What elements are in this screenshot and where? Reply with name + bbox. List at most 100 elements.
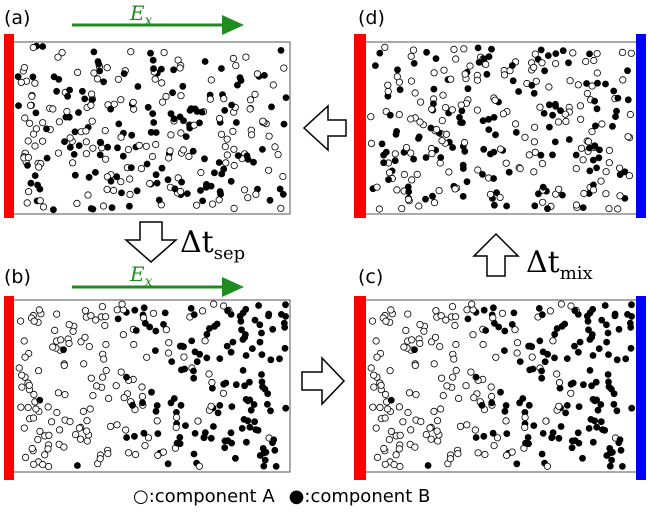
particle-component-a	[99, 202, 108, 210]
particle-component-b	[513, 460, 521, 468]
particle-component-a	[83, 427, 91, 435]
particle-component-b	[92, 168, 99, 176]
particle-component-a	[103, 64, 111, 72]
particle-component-a	[18, 383, 26, 391]
particle-component-a	[555, 378, 564, 387]
particle-component-a	[180, 353, 188, 361]
particle-component-a	[55, 426, 64, 434]
particle-component-a	[466, 62, 474, 70]
particle-component-a	[502, 451, 511, 459]
particle-component-a	[502, 159, 510, 167]
particle-component-a	[381, 460, 389, 468]
particle-component-a	[30, 390, 38, 399]
particle-component-b	[609, 122, 616, 130]
particle-component-a	[473, 76, 482, 84]
particle-component-b	[152, 171, 160, 179]
particle-component-b	[220, 380, 228, 388]
particle-component-a	[387, 306, 395, 314]
particle-component-a	[75, 424, 84, 432]
particle-component-b	[173, 439, 181, 447]
particle-component-a	[417, 417, 425, 426]
particle-component-a	[438, 137, 446, 145]
particle-component-a	[460, 45, 468, 53]
particle-component-b	[480, 145, 488, 153]
particle-component-a	[562, 117, 570, 126]
particle-component-b	[586, 336, 594, 343]
particle-component-a	[588, 82, 596, 90]
particle-component-b	[423, 48, 431, 56]
particle-component-a	[470, 394, 478, 402]
particle-component-a	[490, 441, 498, 450]
particle-component-b	[628, 404, 636, 412]
particle-component-b	[500, 347, 508, 355]
particle-component-a	[158, 79, 166, 87]
particle-component-a	[583, 89, 592, 98]
particle-component-a	[546, 307, 555, 315]
particle-component-b	[81, 95, 89, 103]
particle-component-a	[408, 336, 416, 344]
particle-component-a	[279, 172, 287, 181]
particle-component-a	[597, 177, 605, 185]
particle-component-b	[587, 415, 595, 423]
particle-component-a	[87, 374, 95, 382]
particle-component-a	[21, 453, 30, 461]
particle-component-a	[528, 353, 536, 361]
particle-component-a	[220, 95, 228, 103]
particle-component-b	[559, 191, 566, 199]
particle-component-a	[207, 402, 215, 410]
particle-component-b	[611, 310, 619, 318]
particle-component-a	[83, 437, 91, 445]
particle-component-a	[107, 422, 115, 430]
particle-component-b	[616, 436, 624, 444]
particle-component-b	[179, 82, 187, 90]
particle-component-b	[229, 338, 237, 346]
particle-component-a	[21, 353, 29, 361]
particle-component-a	[619, 76, 627, 84]
particle-component-b	[478, 401, 486, 409]
particle-component-b	[541, 358, 549, 366]
particle-component-b	[148, 388, 155, 396]
particle-component-b	[391, 157, 399, 165]
particle-component-b	[544, 350, 551, 358]
particle-component-b	[605, 351, 612, 359]
particle-component-a	[219, 389, 227, 397]
particle-component-a	[264, 166, 273, 174]
particle-component-b	[276, 355, 283, 363]
particle-component-b	[603, 321, 610, 329]
particle-component-b	[396, 86, 404, 94]
particle-component-a	[521, 133, 529, 141]
particle-component-a	[530, 138, 539, 146]
particle-component-b	[603, 452, 611, 459]
particle-component-a	[391, 150, 399, 158]
particle-component-b	[182, 133, 190, 141]
left-electrode-d	[354, 34, 366, 218]
particle-component-a	[576, 115, 585, 123]
particle-component-a	[39, 119, 47, 127]
particle-component-b	[556, 384, 564, 392]
particle-component-b	[228, 403, 236, 411]
particle-component-b	[270, 436, 278, 444]
particle-component-a	[117, 133, 125, 141]
particle-component-b	[474, 44, 482, 52]
field-sub-b: x	[145, 274, 153, 290]
particle-component-a	[126, 175, 134, 183]
particle-component-b	[216, 401, 224, 409]
particle-component-a	[588, 128, 596, 136]
particle-component-b	[170, 115, 178, 123]
particle-component-b	[551, 330, 559, 338]
particle-component-b	[218, 170, 226, 178]
particle-component-b	[549, 151, 556, 159]
particle-component-a	[440, 66, 448, 74]
particle-component-b	[392, 130, 400, 138]
panel-label-a: (a)	[4, 7, 30, 29]
particle-component-b	[371, 62, 379, 69]
particle-component-b	[579, 454, 586, 462]
particle-component-a	[45, 431, 53, 439]
particle-component-b	[191, 429, 199, 437]
particle-component-b	[485, 115, 493, 123]
left-electrode-c	[354, 296, 366, 480]
particle-component-a	[531, 148, 539, 156]
left-electrode-a	[4, 34, 14, 218]
particle-component-a	[538, 198, 547, 206]
particle-component-b	[482, 327, 490, 334]
